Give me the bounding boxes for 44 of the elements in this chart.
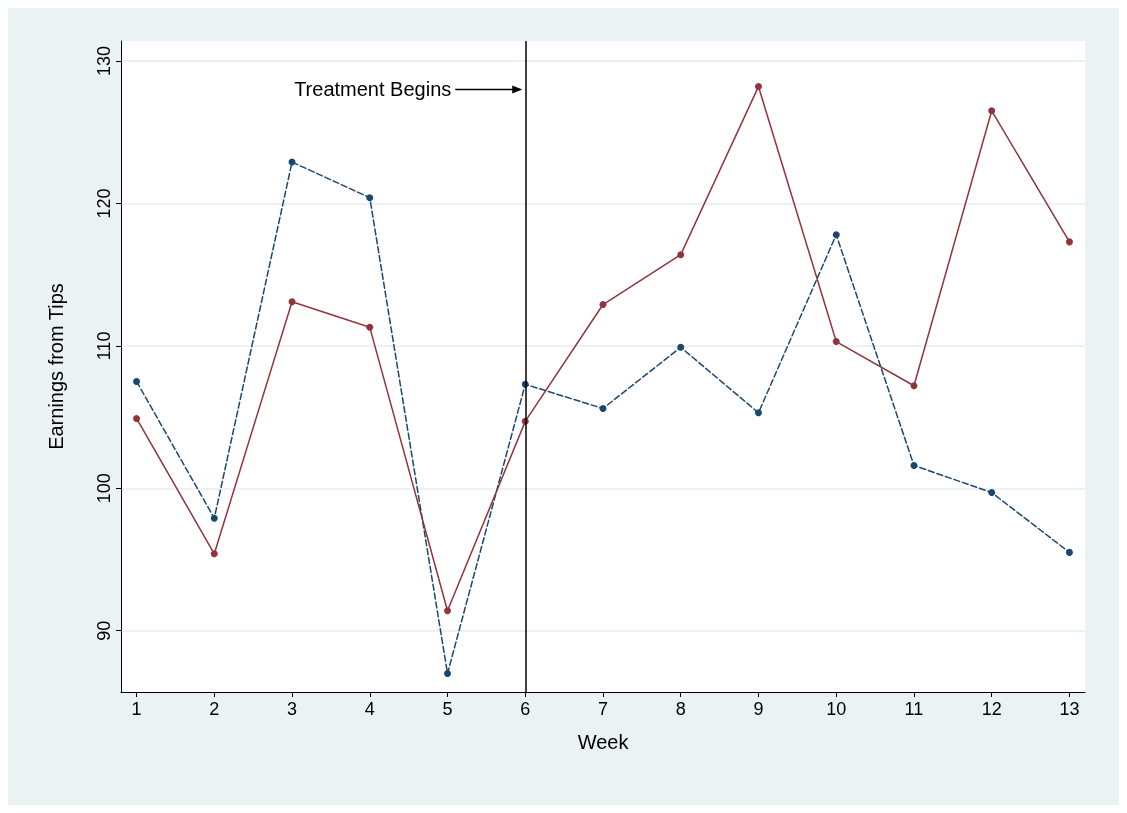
point [910,382,918,390]
y-axis-title: Earnings from Tips [45,283,67,450]
x-tick-label: 13 [1059,699,1080,719]
x-axis-title: Week [577,731,630,753]
y-tick-label: 130 [94,45,114,76]
point [677,343,685,351]
x-tick-label: 1 [131,699,142,719]
point [910,462,918,469]
x-tick-label: 11 [904,699,924,719]
point [210,514,218,522]
y-tick-label: 90 [94,620,114,641]
point [288,298,296,306]
point [599,405,607,413]
point [133,415,141,422]
annotation: Treatment Begins [294,78,452,101]
x-tick-label: 6 [520,699,531,719]
point [677,251,685,259]
point [988,107,996,115]
point [1065,548,1073,556]
x-tick-label: 5 [442,699,453,719]
y-tick-label: 110 [94,331,114,361]
x-tick-label: 2 [209,699,220,719]
y-tick-label: 100 [94,473,114,504]
point [133,377,141,385]
x-tick-label: 8 [675,699,686,719]
x-tick-label: 3 [287,699,298,719]
point [366,194,374,202]
x-tick-label: 12 [981,699,1002,719]
x-tick-label: 9 [753,699,764,719]
point [754,83,762,91]
point [832,338,840,346]
point [444,607,452,615]
x-tick-label: 7 [597,699,609,719]
point [754,409,762,417]
point [988,489,996,497]
y-tick-label: 120 [94,188,114,219]
point [599,301,607,309]
point [366,323,374,331]
x-tick-label: 4 [364,699,375,719]
point [1065,238,1073,246]
point [832,231,840,239]
point [444,669,452,677]
x-tick-label: 10 [826,699,847,719]
point [210,550,218,558]
